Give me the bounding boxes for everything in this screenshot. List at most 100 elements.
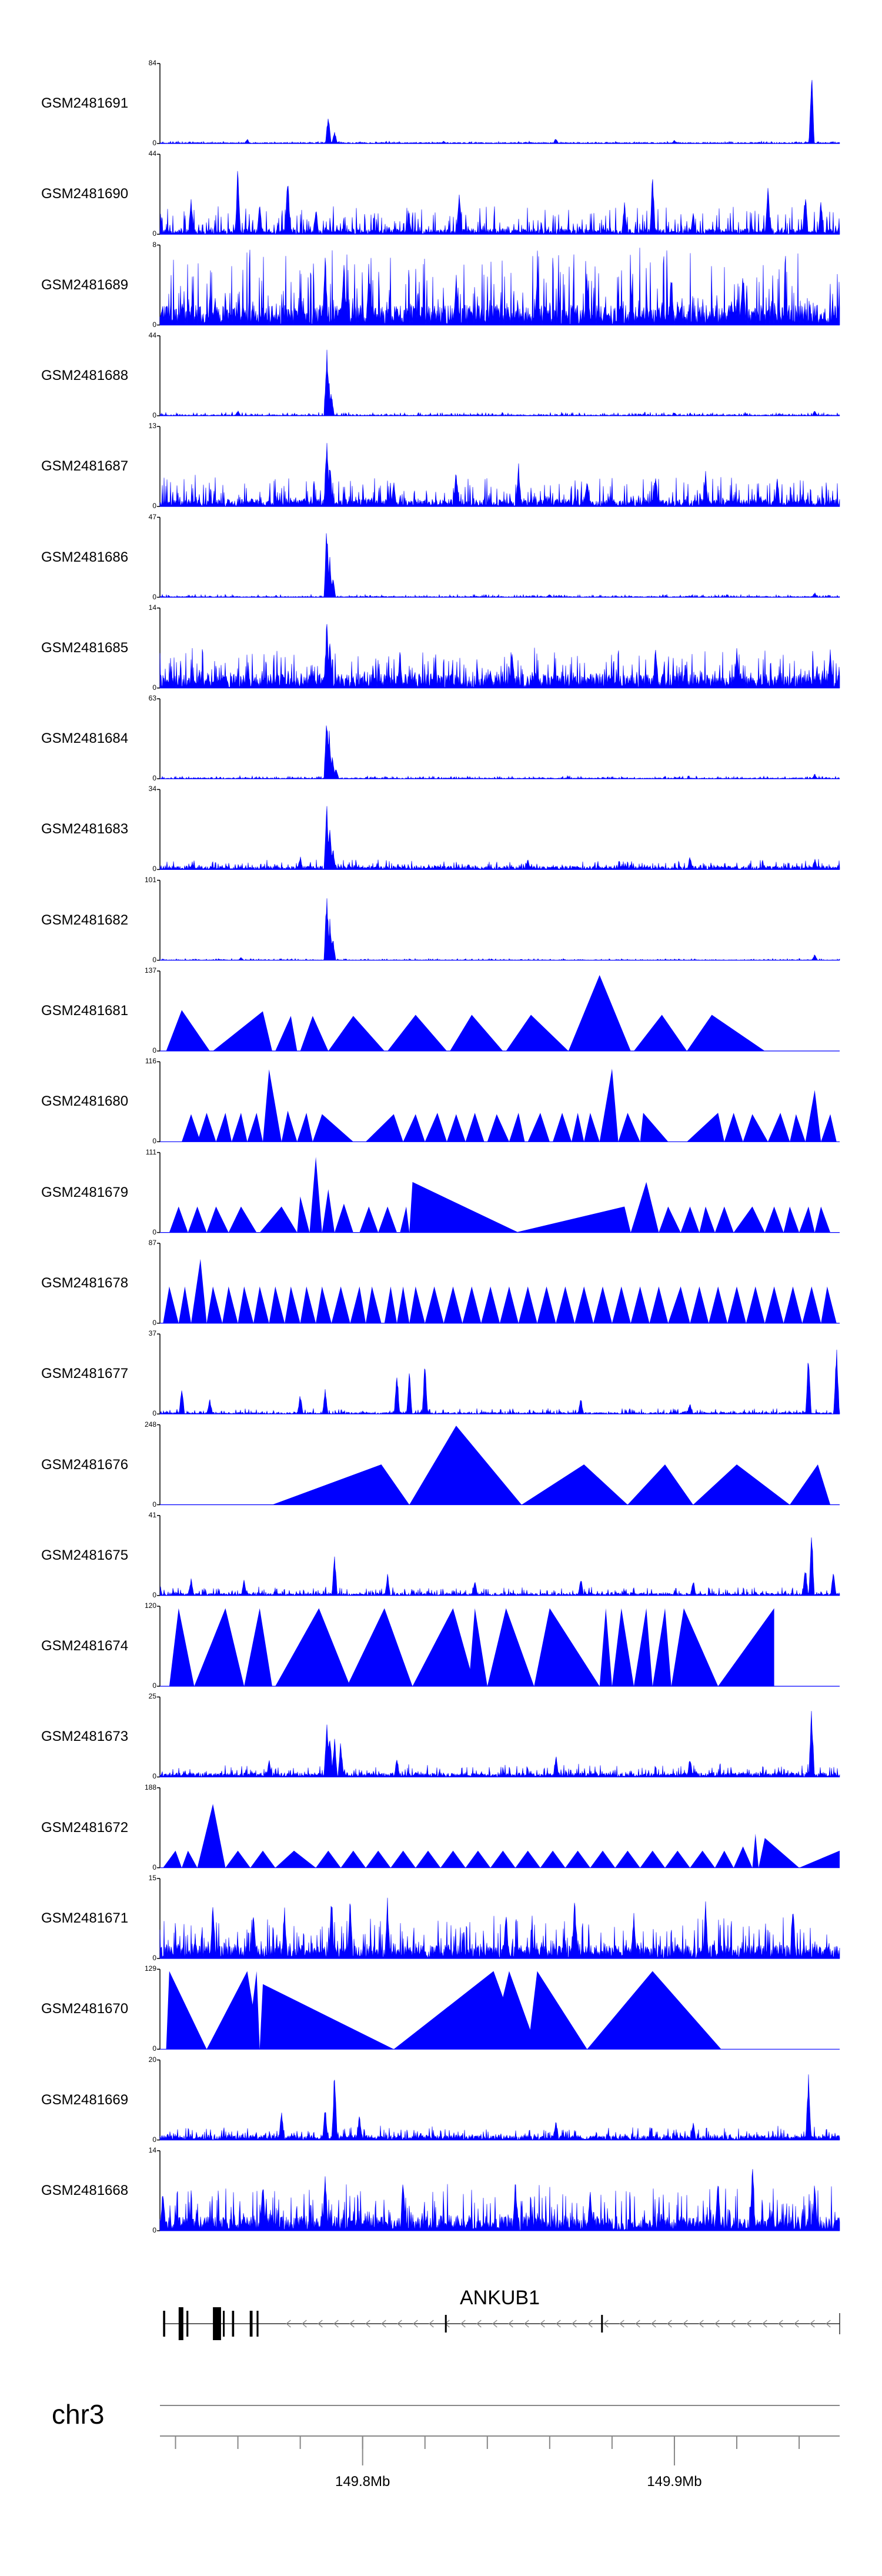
coverage-triangle: [714, 1206, 734, 1233]
coverage-triangle: [178, 1286, 191, 1323]
coverage-triangle: [743, 1114, 768, 1142]
coverage-triangle: [764, 1206, 784, 1233]
track-label: GSM2481679: [41, 1184, 129, 1200]
coverage-triangle: [746, 1286, 765, 1323]
coverage-triangle: [752, 1833, 759, 1868]
strand-arrow: [699, 2320, 704, 2328]
coverage-triangle: [490, 1971, 537, 2050]
coverage-triangle: [163, 1286, 179, 1323]
coverage-triangle: [630, 1286, 650, 1323]
coverage-triangle: [247, 1113, 263, 1142]
track-ymax: 41: [148, 1510, 156, 1519]
signal-track: [159, 898, 840, 961]
coverage-triangle: [300, 1286, 316, 1323]
coverage-triangle: [169, 1206, 188, 1233]
coverage-triangle: [540, 1850, 566, 1868]
gene-exon: [445, 2315, 447, 2333]
signal-track: [159, 533, 840, 598]
gene-name: ANKUB1: [459, 2287, 540, 2309]
coverage-triangle: [275, 1016, 298, 1051]
coverage-triangle: [281, 1110, 298, 1142]
coverage-triangle: [309, 1157, 322, 1233]
coverage-triangle: [665, 1850, 690, 1868]
strand-arrow: [476, 2320, 482, 2328]
signal-track: [159, 1537, 840, 1596]
strand-arrow: [730, 2320, 736, 2328]
signal-track: [159, 1711, 840, 1778]
signal-track: [159, 725, 840, 779]
coverage-triangle: [506, 1015, 569, 1051]
track-label: GSM2481681: [41, 1003, 129, 1019]
track-ymax: 111: [145, 1147, 156, 1156]
coverage-triangle: [462, 1286, 482, 1323]
strand-arrow: [651, 2320, 656, 2328]
strand-arrow: [556, 2320, 561, 2328]
coverage-triangle: [425, 1286, 444, 1323]
track-label: GSM2481686: [41, 549, 129, 565]
track-ymin: 0: [152, 683, 156, 692]
coverage-triangle: [615, 1850, 640, 1868]
strand-arrow: [397, 2320, 402, 2328]
strand-arrow: [540, 2320, 545, 2328]
track-ymin: 0: [152, 1590, 156, 1599]
track-ymax: 34: [148, 785, 156, 793]
gene-exon: [186, 2311, 189, 2337]
track-ymax: 129: [144, 1964, 156, 1973]
track-ymax: 44: [148, 149, 156, 158]
signal-track: [159, 443, 840, 508]
track-ymax: 101: [144, 875, 156, 884]
coverage-triangle: [285, 1286, 300, 1323]
strand-arrow: [572, 2320, 577, 2328]
coverage-triangle: [297, 1196, 310, 1233]
coverage-triangle: [263, 1069, 282, 1142]
strand-arrow: [714, 2320, 720, 2328]
track-label: GSM2481674: [41, 1638, 129, 1654]
coverage-triangle: [714, 1850, 734, 1868]
track-ymax: 13: [148, 422, 156, 431]
coverage-triangle: [659, 1206, 681, 1233]
coverage-triangle: [500, 1286, 519, 1323]
coverage-triangle: [671, 1608, 719, 1687]
track-label: GSM2481676: [41, 1456, 129, 1473]
coverage-triangle: [191, 1259, 207, 1323]
gene-exon: [601, 2315, 603, 2333]
coverage-triangle: [612, 1608, 634, 1687]
coverage-triangle: [312, 1114, 353, 1142]
coverage-triangle: [300, 1016, 329, 1051]
coverage-triangle: [821, 1286, 837, 1323]
gene-exon: [249, 2311, 253, 2337]
coverage-triangle: [166, 1010, 210, 1051]
strand-arrow: [794, 2320, 799, 2328]
coverage-triangle: [169, 1608, 195, 1687]
coverage-triangle: [450, 1015, 503, 1051]
coverage-triangle: [490, 1850, 516, 1868]
track-ymax: 44: [148, 331, 156, 339]
coverage-triangle: [593, 1286, 612, 1323]
coverage-triangle: [687, 1113, 724, 1142]
coverage-triangle: [415, 1850, 441, 1868]
strand-arrow: [286, 2320, 291, 2328]
coverage-triangle: [440, 1850, 466, 1868]
coverage-triangle: [574, 1286, 594, 1323]
coverage-triangle: [366, 1850, 391, 1868]
coverage-triangle: [733, 1206, 765, 1233]
coverage-triangle: [630, 1182, 659, 1233]
strand-arrow: [524, 2320, 529, 2328]
track-label: GSM2481688: [41, 367, 129, 383]
strand-arrow: [619, 2320, 624, 2328]
strand-arrow: [349, 2320, 355, 2328]
coverage-triangle: [590, 1850, 616, 1868]
signal-track: [159, 1349, 840, 1415]
track-ymax: 14: [148, 2145, 156, 2154]
axis-tick-label: 149.8Mb: [335, 2474, 390, 2490]
track-label: GSM2481671: [41, 1910, 129, 1926]
coverage-triangle: [409, 1426, 522, 1505]
signal-track: [159, 806, 840, 870]
track-ymin: 0: [152, 1954, 156, 1962]
strand-arrow: [318, 2320, 323, 2328]
coverage-triangle: [687, 1015, 765, 1051]
coverage-triangle: [699, 1206, 715, 1233]
coverage-triangle: [347, 1608, 413, 1687]
coverage-triangle: [409, 1286, 425, 1323]
